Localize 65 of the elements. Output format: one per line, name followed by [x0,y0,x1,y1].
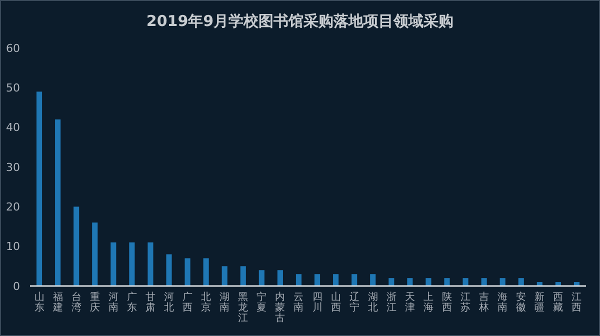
x-tick-label: 浙江 [386,291,396,314]
x-tick-label: 辽宁 [349,291,360,314]
bar [92,222,98,286]
y-tick-label: 10 [6,240,20,254]
y-tick-label: 30 [6,160,20,174]
x-tick-label: 陕西 [442,291,452,314]
bar [481,278,487,286]
bar [258,270,264,286]
x-tick-label: 广西 [182,291,193,314]
bar [277,270,283,286]
bar [129,242,135,286]
x-tick-label: 河北 [164,291,174,314]
bar [184,258,190,286]
bar [407,278,413,286]
x-tick-label: 黑龙江 [238,292,248,324]
y-tick-label: 0 [13,280,20,293]
bar [55,119,61,286]
x-tick-label: 四川 [312,292,322,314]
x-tick-label: 上海 [423,291,434,314]
bar [518,278,524,286]
bar [296,274,302,286]
bar [222,266,228,286]
x-tick-label: 甘肃 [145,291,156,314]
x-tick-label: 吉林 [478,291,490,314]
x-tick-label: 河南 [108,291,118,314]
x-tick-label: 内蒙古 [275,291,286,324]
x-tick-label: 云南 [294,292,304,314]
bar [388,278,394,286]
bar [74,206,80,286]
bar [148,242,154,286]
bar [426,278,432,286]
bar [203,258,209,286]
bar [240,266,246,286]
x-tick-label: 湖南 [220,291,230,314]
x-tick-label: 江苏 [460,291,471,314]
bar [333,274,339,286]
bar [352,274,358,286]
x-tick-label: 山西 [330,291,341,314]
x-tick-label: 安徽 [516,291,526,314]
bar [444,278,450,286]
y-tick-label: 50 [6,82,20,95]
x-tick-label: 宁夏 [256,291,267,314]
x-tick-label: 西藏 [553,292,564,314]
x-tick-label: 新疆 [534,291,545,314]
x-tick-label: 天津 [404,292,415,314]
x-tick-label: 广东 [126,291,137,314]
y-tick-label: 20 [6,200,20,214]
x-tick-label: 重庆 [90,291,100,314]
x-tick-label: 江西 [572,291,582,314]
bar [314,274,320,286]
x-tick-label: 台湾 [71,291,82,314]
y-tick-label: 40 [6,121,20,134]
x-tick-label: 山东 [34,291,44,314]
bar [462,278,468,286]
bar [166,254,172,286]
y-tick-label: 60 [6,42,20,55]
bar [370,274,376,286]
bar [500,278,506,286]
bar [36,92,42,286]
bar [110,242,116,286]
x-tick-label: 福建 [52,291,63,314]
x-tick-label: 海南 [498,291,508,314]
chart-title: 2019年9月学校图书馆采购落地项目领域采购 [146,12,454,30]
x-tick-label: 北京 [201,291,212,314]
x-tick-label: 湖北 [368,291,378,314]
